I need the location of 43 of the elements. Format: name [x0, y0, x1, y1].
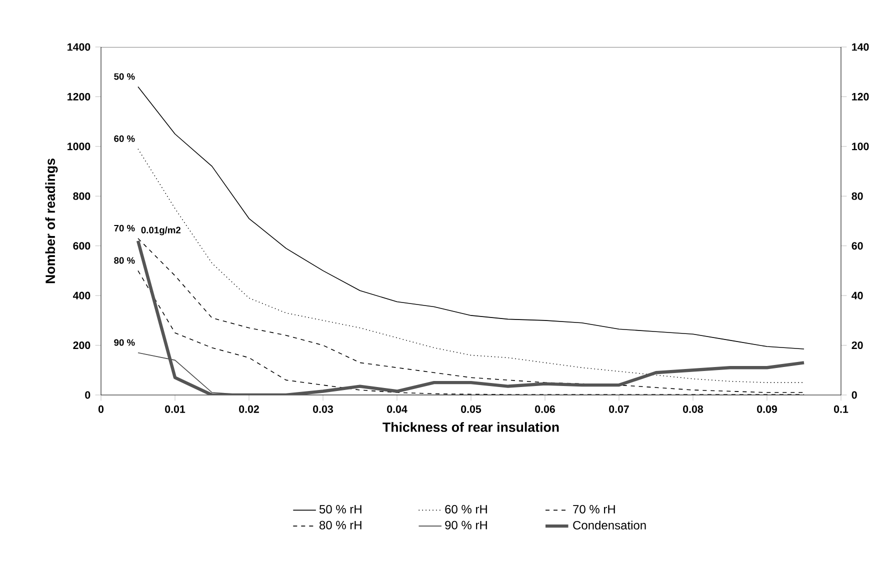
line-series [138, 148, 804, 383]
y-tick-label: 1000 [68, 142, 90, 150]
annotation: 80 % [114, 257, 135, 264]
annotation: 70 % [114, 224, 135, 232]
legend-label: 90 % rH [445, 520, 487, 530]
legend-label: Condensation [573, 520, 646, 530]
y-tick-label: 600 [73, 242, 90, 250]
line-series [138, 86, 804, 350]
legend-label: 70 % rH [573, 504, 615, 514]
y2-tick-label: 140 [852, 43, 869, 51]
y-tick-label: 400 [72, 292, 90, 300]
y2-tick-label: 60 [852, 242, 863, 250]
x-tick-label: 0 [98, 405, 104, 413]
y2-tick-label: 100 [852, 142, 869, 150]
y-tick-label: 1400 [68, 43, 90, 51]
y2-tick-label: 40 [852, 292, 863, 300]
x-tick-label: 0.06 [535, 405, 555, 413]
x-tick-label: 0.05 [461, 405, 482, 413]
y2-tick-label: 0 [852, 391, 857, 399]
x-tick-label: 0.01 [165, 405, 186, 413]
legend-label: 80 % rH [320, 520, 362, 530]
x-tick-label: 0.09 [757, 405, 777, 413]
annotation: 0.01g/m2 [141, 226, 181, 236]
x-tick-label: 0.03 [313, 405, 333, 413]
x-tick-label: 0.07 [609, 405, 629, 413]
legend-label: 50 % rH [319, 504, 362, 514]
x-axis-title: Thickness of rear insulation [382, 422, 559, 432]
x-tick-label: 0.04 [387, 405, 408, 413]
x-tick-label: 0.1 [834, 405, 848, 413]
annotation: 50 % [114, 73, 135, 80]
legend-label: 60 % rH [445, 504, 487, 514]
annotation: 90 % [114, 339, 135, 346]
y-axis-title: Nomber of readings [45, 158, 58, 284]
y2-tick-label: 20 [852, 342, 863, 350]
y2-tick-label: 120 [852, 92, 869, 100]
x-tick-label: 0.02 [239, 405, 259, 413]
y-tick-label: 800 [73, 192, 90, 200]
annotation: 60 % [114, 135, 135, 142]
x-tick-label: 0.08 [683, 405, 704, 413]
y-tick-label: 0 [85, 391, 90, 399]
y2-tick-label: 80 [852, 192, 863, 200]
y-tick-label: 200 [73, 342, 90, 350]
y-tick-label: 1200 [68, 92, 90, 100]
